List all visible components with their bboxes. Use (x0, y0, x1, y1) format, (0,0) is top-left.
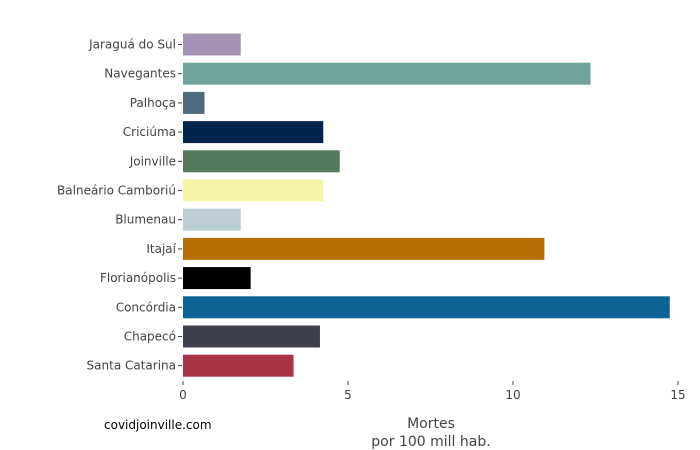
bar-concordia (183, 296, 670, 319)
bar-chapeco (183, 325, 320, 348)
bar-itajai (183, 237, 545, 260)
y-tick-label-navegantes: Navegantes (104, 67, 176, 81)
bar-florianopolis (183, 267, 251, 290)
x-tick-label-5: 5 (344, 388, 352, 402)
y-tick-label-concordia: Concórdia (116, 300, 176, 314)
bar-blumenau (183, 208, 241, 231)
y-tick-label-criciuma: Criciúma (123, 125, 176, 139)
y-tick-label-blumenau: Blumenau (115, 213, 176, 227)
bar-palhoca (183, 91, 205, 114)
bar-balneario-camboriu (183, 179, 324, 202)
bars-layer (183, 33, 670, 377)
bar-criciuma (183, 121, 324, 144)
y-tick-labels: Jaraguá do Sul Navegantes Palhoça Criciúma J… (57, 38, 182, 373)
y-tick-label-florianopolis: Florianópolis (100, 271, 176, 285)
y-tick-label-santa-catarina: Santa Catarina (87, 359, 176, 373)
source-label: covidjoinville.com (104, 418, 212, 432)
x-tick-label-0: 0 (179, 388, 187, 402)
y-tick-label-chapeco: Chapecó (124, 330, 176, 344)
bar-jaragua-do-sul (183, 33, 241, 56)
x-axis-title-line2: por 100 mill hab. (371, 434, 490, 450)
x-tick-label-10: 10 (505, 388, 520, 402)
y-tick-label-jaragua-do-sul: Jaraguá do Sul (88, 38, 176, 52)
y-tick-label-itajai: Itajaí (146, 242, 176, 256)
bar-joinville (183, 150, 340, 173)
x-axis-title-line1: Mortes (407, 416, 455, 432)
bar-navegantes (183, 62, 591, 85)
bar-santa-catarina (183, 354, 294, 377)
y-tick-label-balneario-camboriu: Balneário Camboriú (57, 184, 176, 198)
x-tick-label-15: 15 (670, 388, 685, 402)
x-axis: 0 5 10 15 (179, 381, 686, 402)
y-tick-label-palhoca: Palhoça (130, 96, 176, 110)
y-tick-label-joinville: Joinville (129, 154, 176, 168)
